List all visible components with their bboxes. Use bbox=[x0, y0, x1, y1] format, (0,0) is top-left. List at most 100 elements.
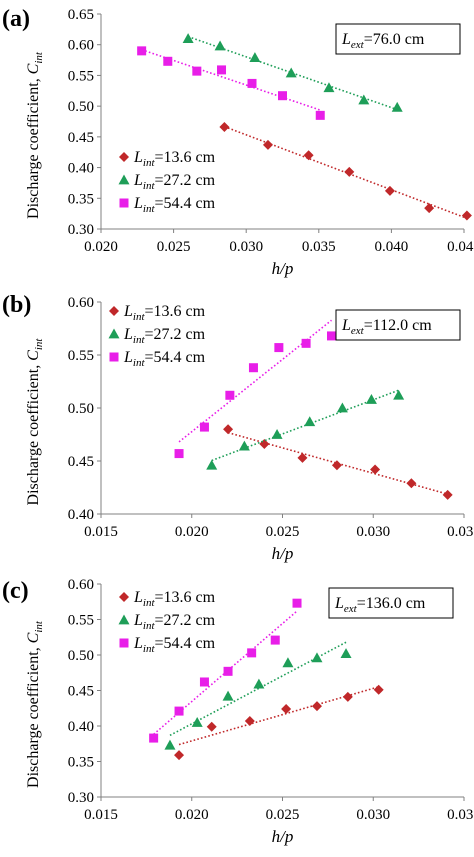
chart-c-legend-symbol-1: L bbox=[133, 612, 143, 629]
chart-a-legend-value-2: =54.4 cm bbox=[155, 195, 216, 212]
chart-c-x-tick-label: 0.020 bbox=[175, 807, 209, 823]
chart-b-legend-value-1: =27.2 cm bbox=[145, 326, 206, 343]
chart-c-series-0-point bbox=[342, 691, 353, 702]
chart-a-ext-label: Lext=76.0 cm bbox=[341, 31, 425, 51]
chart-b-legend-symbol-0: L bbox=[123, 303, 133, 320]
chart-b-legend-value-0: =13.6 cm bbox=[145, 303, 206, 320]
chart-a-legend-symbol-2: L bbox=[133, 195, 143, 212]
chart-c-trendline-0 bbox=[178, 686, 379, 746]
chart-b-ext-symbol: L bbox=[341, 317, 351, 334]
chart-a-legend-label-1: Lint=27.2 cm bbox=[133, 172, 216, 192]
chart-c-series-2 bbox=[149, 598, 302, 743]
chart-c-series-0-point bbox=[174, 750, 185, 761]
chart-b-y-tick-label: 0.55 bbox=[68, 348, 94, 364]
chart-a-legend-value-0: =13.6 cm bbox=[155, 149, 216, 166]
chart-c-x-tick-label: 0.035 bbox=[447, 807, 474, 823]
chart-a-series-0-point bbox=[219, 122, 230, 133]
chart-c-y-tick-label: 0.50 bbox=[68, 648, 94, 664]
chart-c-series-2-point bbox=[149, 733, 159, 743]
chart-b-ext-subscript: ext bbox=[351, 325, 365, 337]
chart-b-series-0-point bbox=[223, 424, 234, 435]
chart-a-x-tick-label: 0.040 bbox=[375, 239, 409, 255]
chart-a-y-axis-label-subscript: int bbox=[33, 51, 45, 64]
chart-c-legend-subscript-2: int bbox=[143, 643, 156, 655]
chart-b-svg: 0.40 0.45 0.50 0.55 0.60 0.015 0.020 0.025 0.030… bbox=[2, 292, 474, 563]
chart-a-y-tick-label: 0.35 bbox=[68, 191, 94, 207]
chart-a-series-0-point bbox=[461, 210, 472, 221]
chart-c-x-tick-label: 0.015 bbox=[84, 807, 118, 823]
chart-a-x-tick-label: 0.020 bbox=[84, 239, 118, 255]
chart-c-series-0-point bbox=[281, 703, 292, 714]
chart-c-legend-label-1: Lint=27.2 cm bbox=[133, 612, 216, 632]
chart-a-series-0-point bbox=[344, 166, 355, 177]
chart-a-series-0 bbox=[219, 122, 472, 221]
chart-b-legend-label-1: Lint=27.2 cm bbox=[123, 326, 206, 346]
chart-a-y-tick-label: 0.45 bbox=[68, 130, 94, 146]
chart-c-series-1-point bbox=[222, 690, 234, 701]
chart-a-ext-value: =76.0 cm bbox=[364, 31, 425, 48]
chart-a-series-1 bbox=[182, 33, 403, 112]
chart-c-series-2-point bbox=[247, 648, 257, 658]
chart-c-series-2-point bbox=[174, 706, 184, 716]
chart-b-x-tick-label: 0.020 bbox=[175, 524, 209, 540]
chart-c-series-2-point bbox=[223, 666, 233, 676]
chart-b-ext-label: Lext=112.0 cm bbox=[341, 317, 432, 337]
chart-a-legend-subscript-2: int bbox=[143, 203, 156, 215]
chart-a-series-2-point bbox=[247, 78, 257, 88]
chart-c-x-axis-label: h/p bbox=[272, 827, 294, 846]
chart-a-x-tick-label: 0.025 bbox=[157, 239, 191, 255]
chart-b-x-tick-label: 0.025 bbox=[266, 524, 300, 540]
chart-a-x-tick-label: 0.035 bbox=[302, 239, 336, 255]
chart-b-series-0-point bbox=[297, 452, 308, 463]
chart-c-series-0-point bbox=[373, 684, 384, 695]
chart-b-series-2-point bbox=[199, 422, 209, 432]
chart-a-y-tick-label: 0.30 bbox=[68, 222, 94, 238]
chart-a-series-2 bbox=[137, 46, 325, 120]
chart-a-series-2-point bbox=[315, 110, 325, 120]
chart-b-series-1-point bbox=[238, 440, 250, 451]
chart-c-series-1-point bbox=[311, 652, 323, 663]
chart-a-y-axis-label-symbol: C bbox=[25, 63, 42, 74]
chart-b-series-2-point bbox=[174, 449, 184, 459]
chart-c-x-tick-label: 0.025 bbox=[266, 807, 300, 823]
chart-a-ext-box bbox=[335, 23, 461, 55]
chart-c-series-2-point bbox=[270, 635, 280, 645]
chart-b-legend-marker-2 bbox=[109, 352, 119, 362]
chart-c-y-axis-label: Discharge coefficient, Cint bbox=[25, 620, 45, 788]
chart-b-legend-subscript-2: int bbox=[133, 357, 146, 369]
chart-c-trendline-1 bbox=[169, 641, 347, 737]
chart-a-panel-label: (a) bbox=[2, 6, 30, 32]
chart-a-series-1-point bbox=[358, 94, 370, 105]
chart-c-y-tick-label: 0.45 bbox=[68, 684, 94, 700]
chart-a-series-1-point bbox=[249, 52, 261, 63]
chart-a-x-tick-label: 0.030 bbox=[229, 239, 263, 255]
chart-b-series-1-point bbox=[271, 429, 283, 439]
chart-c-y-tick-label: 0.55 bbox=[68, 613, 94, 629]
chart-a-series-2-point bbox=[217, 65, 227, 75]
chart-b-series-2-point bbox=[248, 363, 258, 373]
chart-a-series-0-point bbox=[384, 185, 395, 196]
chart-c-ext-subscript: ext bbox=[344, 603, 358, 615]
chart-b-y-tick-label: 0.40 bbox=[68, 507, 94, 523]
chart-b-y-axis-label: Discharge coefficient, Cint bbox=[25, 338, 45, 506]
chart-a-series-0-point bbox=[303, 150, 314, 161]
chart-c-series-1-point bbox=[164, 739, 176, 750]
chart-b-series-1-point bbox=[336, 402, 348, 413]
chart-b-series-2-point bbox=[301, 338, 311, 348]
chart-a-series-1-point bbox=[182, 33, 194, 43]
chart-a-y-tick-label: 0.50 bbox=[68, 99, 94, 115]
chart-c-legend-value-1: =27.2 cm bbox=[155, 612, 216, 629]
chart-a-legend-marker-1 bbox=[118, 174, 130, 185]
chart-a-series-1-point bbox=[391, 101, 403, 112]
chart-a-y-tick-label: 0.65 bbox=[68, 7, 94, 23]
chart-c-series-1-point bbox=[340, 648, 352, 658]
chart-c-legend-marker-2 bbox=[119, 638, 129, 648]
chart-b-series-2-point bbox=[327, 331, 337, 341]
chart-a-legend-marker-2 bbox=[119, 198, 129, 208]
chart-c-ext-box bbox=[328, 587, 454, 619]
chart-a-legend-label-0: Lint=13.6 cm bbox=[133, 149, 216, 169]
chart-c-series-1-point bbox=[253, 678, 265, 689]
chart-c-y-axis-label-text: Discharge coefficient, bbox=[25, 643, 42, 788]
chart-b-x-tick-label: 0.035 bbox=[447, 524, 474, 540]
chart-b-legend-value-2: =54.4 cm bbox=[145, 349, 206, 366]
